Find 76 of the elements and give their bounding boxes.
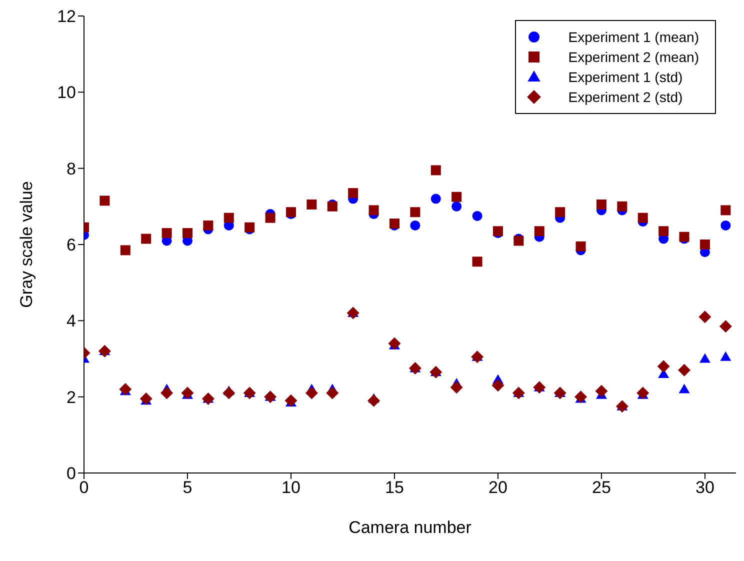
point (700, 240, 710, 250)
point (326, 386, 339, 400)
point (472, 256, 482, 267)
point (678, 364, 691, 376)
point (472, 210, 482, 221)
point (284, 394, 298, 407)
point (574, 390, 588, 404)
x-tick-label: 0 (79, 478, 89, 498)
legend-label: Experiment 2 (mean) (568, 49, 699, 65)
x-tick-label: 5 (182, 478, 192, 498)
point (181, 386, 194, 400)
point (410, 220, 420, 230)
point (636, 386, 650, 400)
point (638, 212, 648, 223)
legend-label: Experiment 2 (std) (568, 89, 683, 105)
point (224, 212, 234, 223)
point (678, 384, 690, 394)
y-tick-label: 0 (66, 464, 76, 484)
point (119, 382, 132, 396)
x-tick-label: 25 (592, 478, 611, 498)
point (596, 200, 606, 210)
point (699, 353, 710, 363)
y-tick-label: 8 (66, 159, 76, 178)
point (388, 337, 401, 350)
point (450, 381, 463, 394)
point (430, 165, 441, 176)
legend-label: Experiment 1 (std) (568, 69, 683, 85)
point (410, 207, 420, 218)
point (719, 320, 732, 333)
y-axis-title: Gray scale value (17, 181, 36, 308)
point (595, 384, 608, 398)
point (368, 394, 380, 407)
legend-label: Experiment 1 (mean) (568, 29, 699, 45)
y-tick-label: 4 (66, 312, 76, 331)
point (658, 226, 669, 236)
point (368, 205, 379, 216)
x-tick-label: 10 (282, 478, 300, 498)
point (140, 392, 152, 405)
point (265, 212, 276, 223)
y-tick-label: 10 (57, 83, 76, 102)
x-tick-label: 20 (488, 478, 508, 498)
point (160, 386, 174, 400)
point (698, 310, 712, 324)
point (306, 200, 317, 210)
point (617, 201, 628, 212)
point (203, 220, 214, 230)
point (720, 351, 732, 361)
point (576, 241, 586, 252)
point (141, 234, 152, 244)
point (182, 228, 192, 238)
x-tick-label: 30 (695, 478, 714, 498)
point (452, 201, 462, 212)
point (471, 350, 484, 364)
point (657, 360, 670, 373)
point (533, 381, 546, 394)
point (408, 362, 422, 375)
x-axis-title: Camera number (348, 518, 472, 537)
point (430, 194, 441, 204)
point (720, 220, 731, 230)
point (720, 205, 731, 216)
x-tick-label: 15 (385, 478, 404, 498)
point (492, 379, 504, 392)
point (264, 390, 277, 404)
point (222, 386, 236, 400)
y-tick-label: 12 (57, 7, 76, 26)
point (452, 192, 462, 202)
y-tick-label: 2 (66, 388, 76, 407)
point (100, 196, 110, 206)
point (616, 400, 628, 413)
point (555, 207, 566, 218)
y-tick-label: 6 (66, 236, 76, 255)
point (534, 226, 544, 236)
point (305, 386, 318, 400)
point (348, 188, 358, 198)
point (162, 228, 172, 238)
point (120, 245, 130, 256)
